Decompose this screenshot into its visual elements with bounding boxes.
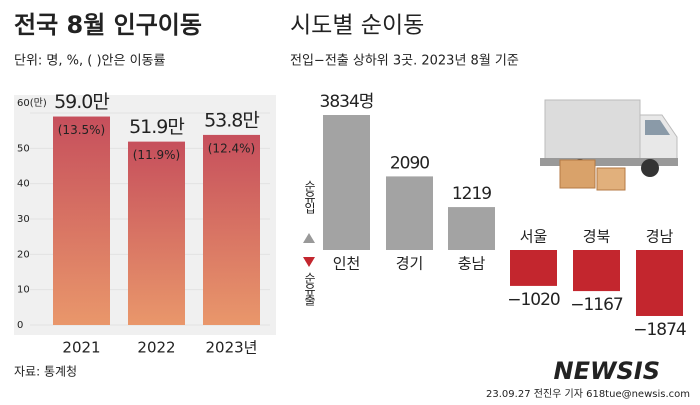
- footer: 23.09.27 전진우 기자 618tue@newsis.com: [486, 388, 690, 400]
- category-label: 서울: [520, 228, 548, 246]
- value-label: 1219: [452, 184, 491, 204]
- rate-label: (12.4%): [208, 141, 255, 155]
- value-label: 53.8만: [204, 109, 259, 131]
- rate-label: (11.9%): [133, 148, 180, 162]
- category-label: 충남: [458, 255, 486, 273]
- y-tick-label: 30: [17, 214, 30, 225]
- category-label: 경남: [646, 228, 674, 246]
- value-label: 51.9만: [129, 116, 184, 138]
- x-tick-label: 2023년: [206, 339, 258, 357]
- rate-label: (13.5%): [58, 123, 105, 137]
- down-arrow: [303, 257, 315, 267]
- bar: [636, 250, 683, 316]
- right-subtitle: 전입−전출 상하위 3곳. 2023년 8월 기준: [290, 54, 519, 69]
- source: 자료: 통계청: [14, 365, 77, 379]
- y-tick-label: 60(만): [17, 97, 47, 109]
- value-label: 3834명: [320, 92, 374, 112]
- value-label: 59.0만: [54, 91, 109, 113]
- y-tick-label: 20: [17, 249, 30, 260]
- value-label: −1874: [633, 320, 686, 340]
- y-tick-label: 50: [17, 143, 30, 154]
- up-arrow: [303, 233, 315, 243]
- bar: [448, 207, 495, 250]
- value-label: −1167: [570, 295, 623, 315]
- y-tick-label: 40: [17, 179, 30, 190]
- y-tick-label: 0: [17, 320, 23, 331]
- watermark: NEWSIS: [554, 357, 660, 385]
- truck-illustration: [540, 99, 678, 191]
- x-tick-label: 2022: [137, 339, 175, 357]
- bar: [573, 250, 620, 292]
- bar: [510, 250, 557, 286]
- bar: [128, 141, 185, 325]
- category-label: 경기: [396, 255, 424, 273]
- inflow-label: 순유입: [303, 180, 317, 214]
- category-label: 경북: [583, 228, 611, 246]
- right-title: 시도별 순이동: [290, 13, 424, 39]
- title: 전국 8월 인구이동: [14, 11, 202, 39]
- bar: [323, 115, 370, 250]
- outflow-label: 순유출: [303, 272, 317, 306]
- value-label: −1020: [507, 290, 560, 310]
- category-label: 인천: [333, 255, 361, 273]
- x-tick-label: 2021: [62, 339, 100, 357]
- value-label: 2090: [390, 153, 429, 173]
- bar: [203, 134, 260, 325]
- bar: [386, 176, 433, 250]
- bar: [53, 116, 110, 326]
- unit-note: 단위: 명, %, ( )안은 이동률: [14, 54, 166, 69]
- y-tick-label: 10: [17, 285, 30, 296]
